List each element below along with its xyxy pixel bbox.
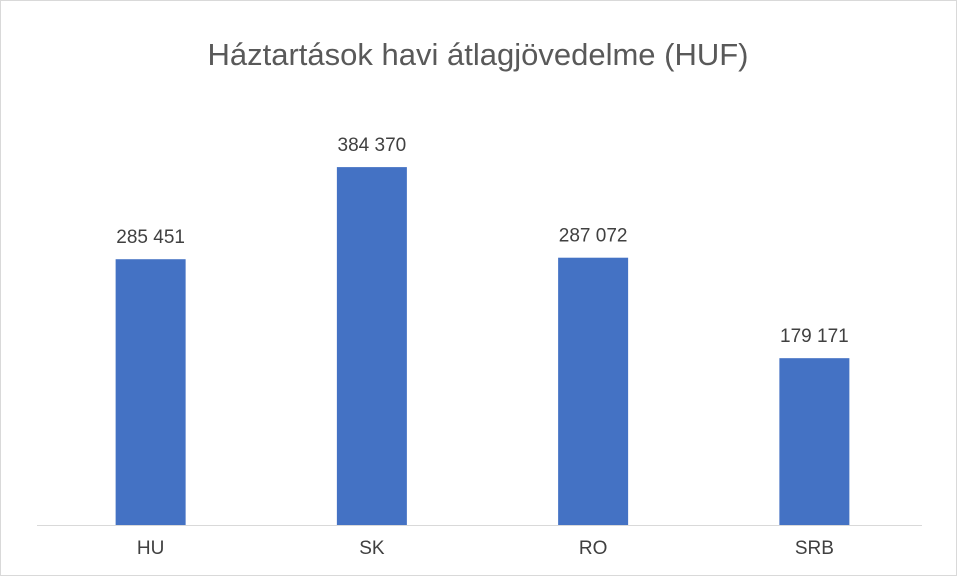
bar <box>779 358 850 525</box>
data-label: 287 072 <box>559 226 628 247</box>
data-label: 285 451 <box>116 227 185 248</box>
data-label: 384 370 <box>338 135 407 156</box>
x-tick-label: SRB <box>795 538 834 559</box>
x-tick-label: HU <box>137 538 164 559</box>
x-tick-label: RO <box>579 538 608 559</box>
chart-title: Háztartások havi átlagjövedelme (HUF) <box>208 37 749 72</box>
data-label: 179 171 <box>780 326 849 347</box>
bar <box>115 259 186 525</box>
x-tick-label: SK <box>359 538 385 559</box>
bar <box>558 257 629 525</box>
bar <box>336 167 407 525</box>
